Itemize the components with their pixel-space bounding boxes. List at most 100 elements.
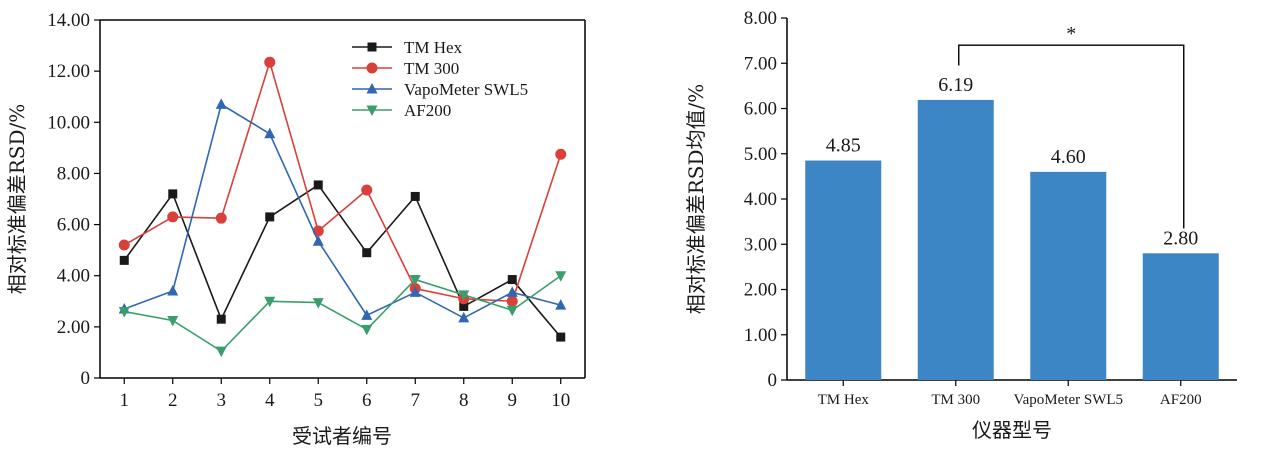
bar-y-tick-label: 1.00	[744, 325, 777, 346]
bar-group-vapometer-swl5: 4.60 VapoMeter SWL5	[1013, 146, 1123, 408]
bar-value-label: 4.60	[1051, 146, 1086, 168]
line-x-tick-label: 10	[551, 390, 570, 411]
data-point-af200	[264, 296, 276, 308]
bar-group-tm-300: 6.19 TM 300	[917, 74, 994, 408]
legend-label: TM 300	[404, 59, 459, 78]
bar-vapometer-swl5	[1030, 171, 1107, 380]
series-line-tm-hex	[123, 183, 562, 338]
line-y-tick-label: 4.00	[57, 266, 90, 287]
legend-marker	[367, 42, 377, 52]
bar-bars-group: 4.85 TM Hex 6.19 TM 300 4.60 VapoMeter SWL5 2.…	[805, 74, 1219, 408]
legend-item-tm-hex: TM Hex	[352, 38, 463, 57]
bar-af200	[1142, 253, 1219, 380]
bar-value-label: 4.85	[826, 135, 861, 157]
data-point-tm-300	[118, 239, 130, 251]
significance-bracket: *	[958, 23, 1185, 229]
line-y-tick-label: 10.00	[47, 112, 90, 133]
data-point-tm-hex	[119, 255, 129, 265]
line-legend: TM Hex TM 300 VapoMeter SWL5 AF200	[352, 38, 528, 120]
legend-marker	[366, 62, 378, 74]
legend-label: AF200	[404, 101, 451, 120]
line-x-tick-label: 8	[459, 390, 469, 411]
data-point-af200	[409, 275, 421, 286]
bar-group-tm-hex: 4.85 TM Hex	[805, 135, 882, 408]
data-point-tm-300	[555, 148, 567, 160]
bar-y-tick-label: 5.00	[744, 144, 777, 165]
bar-y-tick-label: 6.00	[744, 99, 777, 120]
data-point-vapometer-swl5	[506, 286, 518, 297]
data-point-tm-hex	[507, 275, 517, 285]
line-x-tick-label: 2	[168, 390, 178, 411]
data-point-af200	[118, 307, 130, 318]
data-point-vapometer-swl5	[215, 98, 227, 109]
bar-group-af200: 2.80 AF200	[1142, 227, 1219, 408]
data-point-af200	[555, 271, 567, 282]
line-x-tick-label: 6	[362, 390, 372, 411]
data-point-tm-hex	[556, 332, 566, 342]
line-y-tick-label: 2.00	[57, 317, 90, 338]
bar-value-label: 6.19	[938, 74, 973, 96]
bar-y-tick-label: 2.00	[744, 280, 777, 301]
line-chart: 0 2.00 4.00 6.00 8.00 10.00 12.00 14.00 1 2 3 4 5 6 7…	[5, 10, 586, 448]
data-point-vapometer-swl5	[409, 286, 421, 297]
line-y-ticks: 0 2.00 4.00 6.00 8.00 10.00 12.00 14.00	[47, 10, 100, 389]
data-point-tm-hex	[313, 180, 323, 190]
data-point-af200	[312, 298, 324, 309]
bar-y-tick-label: 3.00	[744, 234, 777, 255]
legend-item-tm-300: TM 300	[352, 59, 459, 78]
data-point-tm-hex	[265, 212, 275, 222]
data-point-tm-hex	[410, 191, 420, 201]
data-point-tm-300	[167, 211, 179, 223]
bar-category-label: TM 300	[931, 392, 980, 408]
legend-item-vapometer-swl5: VapoMeter SWL5	[352, 80, 528, 99]
legend-marker	[366, 105, 378, 116]
line-x-tick-label: 4	[265, 390, 275, 411]
line-x-tick-label: 1	[120, 390, 130, 411]
bar-y-tick-label: 7.00	[744, 53, 777, 74]
data-point-tm-300	[215, 212, 227, 224]
line-y-tick-label: 0	[81, 368, 91, 389]
line-y-tick-label: 6.00	[57, 215, 90, 236]
series-line-tm-300	[123, 59, 562, 303]
data-point-tm-300	[506, 295, 518, 307]
line-x-tick-label: 3	[217, 390, 227, 411]
line-y-tick-label: 14.00	[47, 10, 90, 31]
data-point-af200	[215, 346, 227, 358]
bar-tm-300	[917, 99, 994, 380]
data-point-tm-hex	[168, 189, 178, 199]
data-point-vapometer-swl5	[264, 127, 276, 139]
legend-label: TM Hex	[404, 38, 463, 57]
bar-y-axis-label: 相对标准偏差RSD均值/%	[684, 84, 708, 315]
data-point-vapometer-swl5	[361, 309, 373, 320]
bar-category-label: VapoMeter SWL5	[1013, 392, 1123, 408]
series-tm-hex	[119, 180, 566, 342]
bar-category-label: TM Hex	[818, 392, 870, 408]
bar-value-label: 2.80	[1163, 227, 1198, 249]
line-series-group	[118, 56, 567, 358]
data-point-tm-hex	[216, 314, 226, 324]
line-y-tick-label: 8.00	[57, 163, 90, 184]
bar-y-ticks: 0 1.00 2.00 3.00 4.00 5.00 6.00 7.00 8.00	[744, 8, 787, 391]
significance-star: *	[1066, 23, 1076, 45]
data-point-af200	[458, 290, 470, 301]
data-point-tm-300	[361, 184, 373, 196]
line-x-tick-label: 7	[411, 390, 421, 411]
series-line-af200	[124, 275, 562, 353]
bar-chart: 0 1.00 2.00 3.00 4.00 5.00 6.00 7.00 8.00 4.85 TM…	[684, 8, 1237, 442]
data-point-af200	[361, 324, 373, 336]
legend-marker	[366, 83, 378, 94]
data-point-vapometer-swl5	[167, 285, 179, 296]
line-x-axis-label: 受试者编号	[292, 424, 392, 448]
legend-item-af200: AF200	[352, 101, 451, 120]
bar-y-tick-label: 0	[768, 370, 778, 391]
bar-y-tick-label: 8.00	[744, 8, 777, 29]
bar-y-tick-label: 4.00	[744, 189, 777, 210]
line-x-tick-label: 5	[314, 390, 324, 411]
data-point-af200	[167, 315, 179, 327]
series-line-vapometer-swl5	[123, 103, 561, 319]
line-y-axis-label: 相对标准偏差RSD/%	[5, 104, 29, 295]
bar-x-axis-label: 仪器型号	[972, 418, 1052, 442]
series-tm-300	[118, 56, 567, 307]
bar-tm-hex	[805, 160, 882, 380]
